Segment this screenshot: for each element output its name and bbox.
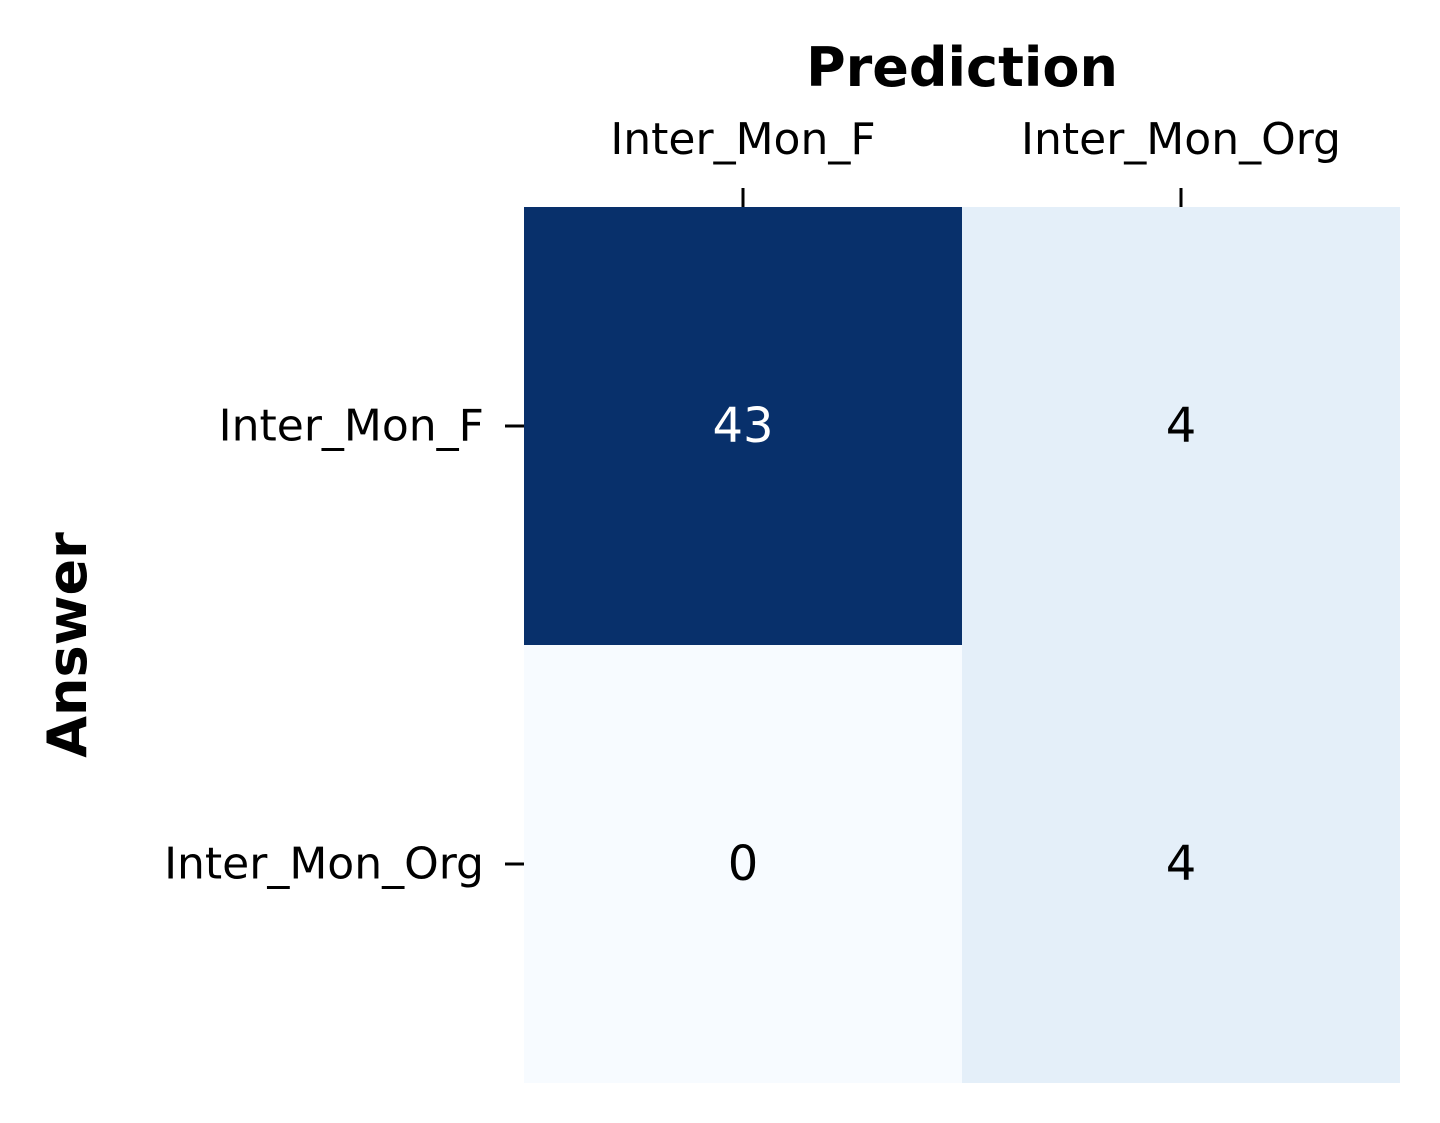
cell-value-label: 43: [712, 398, 773, 454]
y-tick-label: Inter_Mon_Org: [164, 839, 484, 890]
cell-value-label: 0: [728, 836, 759, 892]
x-tick-label: Inter_Mon_Org: [1021, 114, 1341, 165]
axis-ticks: Inter_Mon_F Inter_Mon_Org Inter_Mon_F Inter…: [164, 114, 1341, 890]
heatmap-cell: [524, 207, 962, 645]
x-axis-title: Prediction: [806, 36, 1118, 99]
heatmap-cell: [524, 645, 962, 1083]
heatmap-cells: 43 4 0 4: [524, 207, 1400, 1083]
y-axis-title: Answer: [36, 532, 99, 758]
heatmap-cell: [962, 645, 1400, 1083]
cell-value-label: 4: [1166, 398, 1197, 454]
cell-value-label: 4: [1166, 836, 1197, 892]
heatmap-cell: [962, 207, 1400, 645]
x-tick-label: Inter_Mon_F: [610, 114, 875, 165]
y-tick-label: Inter_Mon_F: [219, 401, 484, 452]
